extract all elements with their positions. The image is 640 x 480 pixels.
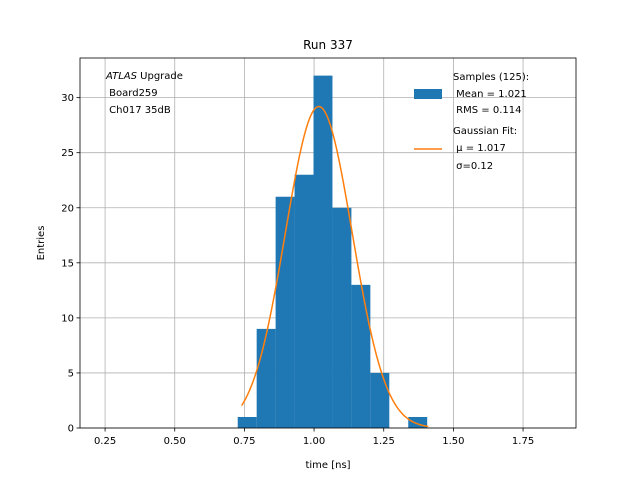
x-tick-label: 0.50 — [164, 436, 186, 447]
y-tick-label: 10 — [61, 313, 74, 324]
x-tick-label: 1.25 — [373, 436, 395, 447]
x-axis-ticks: 0.25 0.50 0.75 1.00 1.25 1.50 1.75 — [94, 428, 534, 447]
annotation-atlas: ATLAS — [105, 71, 138, 82]
annotation-board: Board259 — [106, 88, 158, 99]
x-tick-label: 1.50 — [442, 436, 464, 447]
x-tick-label: 1.75 — [512, 436, 534, 447]
histogram-bars — [237, 75, 428, 428]
plot-frame — [79, 57, 577, 429]
histogram-bar — [256, 328, 276, 428]
y-tick-label: 15 — [61, 258, 74, 269]
histogram-bar — [313, 75, 333, 428]
x-axis-label: time [ns] — [305, 460, 350, 471]
annotation-channel: Ch017 35dB — [106, 105, 171, 116]
gaussian-fit — [240, 105, 429, 428]
histogram-bar — [408, 416, 428, 428]
histogram-bar — [294, 174, 314, 428]
x-tick-label: 0.75 — [233, 436, 255, 447]
annotation-upgrade: Upgrade — [137, 71, 183, 82]
legend-samples-title: Samples (125): — [453, 72, 529, 83]
legend-fit-sigma: σ=0.12 — [453, 161, 493, 172]
chart-title: Run 337 — [303, 38, 353, 52]
y-tick-label: 30 — [61, 93, 74, 104]
y-tick-label: 5 — [68, 368, 74, 379]
y-tick-label: 0 — [68, 424, 74, 435]
legend-samples-mean: Mean = 1.021 — [453, 89, 527, 100]
y-axis-label: Entries — [36, 226, 47, 261]
atlas-annotation: ATLAS Upgrade Board259 Ch017 35dB — [105, 71, 183, 116]
y-tick-label: 25 — [61, 148, 74, 159]
annotation-line1: ATLAS Upgrade — [105, 71, 183, 82]
histogram-bar — [332, 207, 352, 428]
histogram-bar — [351, 284, 371, 428]
legend-samples-patch — [414, 89, 442, 99]
gaussian-fit-curve — [240, 105, 429, 428]
legend: Samples (125): Mean = 1.021 RMS = 0.114 … — [414, 72, 529, 172]
x-tick-label: 0.25 — [94, 436, 116, 447]
x-tick-label: 1.00 — [303, 436, 325, 447]
y-axis-ticks: 0 5 10 15 20 25 30 — [61, 93, 80, 435]
legend-fit-title: Gaussian Fit: — [453, 126, 517, 137]
histogram-bar — [237, 416, 257, 428]
legend-fit-mu: μ = 1.017 — [453, 143, 506, 154]
y-tick-label: 20 — [61, 203, 74, 214]
histogram-bar — [370, 372, 390, 428]
histogram-bar — [275, 196, 295, 428]
legend-samples-rms: RMS = 0.114 — [453, 105, 521, 116]
